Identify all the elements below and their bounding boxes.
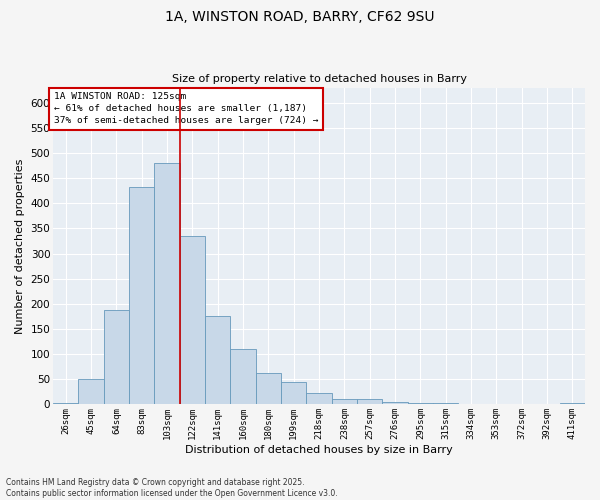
Bar bbox=[53, 403, 79, 404]
X-axis label: Distribution of detached houses by size in Barry: Distribution of detached houses by size … bbox=[185, 445, 453, 455]
Bar bbox=[407, 403, 433, 404]
Bar bbox=[382, 402, 407, 404]
Bar bbox=[332, 400, 357, 404]
Bar bbox=[79, 380, 104, 404]
Bar bbox=[129, 187, 154, 404]
Bar bbox=[357, 400, 382, 404]
Text: 1A, WINSTON ROAD, BARRY, CF62 9SU: 1A, WINSTON ROAD, BARRY, CF62 9SU bbox=[165, 10, 435, 24]
Bar bbox=[230, 349, 256, 405]
Bar bbox=[205, 316, 230, 404]
Bar bbox=[560, 403, 585, 404]
Text: Contains HM Land Registry data © Crown copyright and database right 2025.
Contai: Contains HM Land Registry data © Crown c… bbox=[6, 478, 338, 498]
Bar bbox=[281, 382, 307, 404]
Text: 1A WINSTON ROAD: 125sqm
← 61% of detached houses are smaller (1,187)
37% of semi: 1A WINSTON ROAD: 125sqm ← 61% of detache… bbox=[54, 92, 319, 125]
Bar bbox=[180, 236, 205, 404]
Bar bbox=[256, 373, 281, 404]
Title: Size of property relative to detached houses in Barry: Size of property relative to detached ho… bbox=[172, 74, 467, 84]
Bar bbox=[154, 163, 180, 404]
Bar bbox=[307, 393, 332, 404]
Bar bbox=[104, 310, 129, 404]
Y-axis label: Number of detached properties: Number of detached properties bbox=[15, 158, 25, 334]
